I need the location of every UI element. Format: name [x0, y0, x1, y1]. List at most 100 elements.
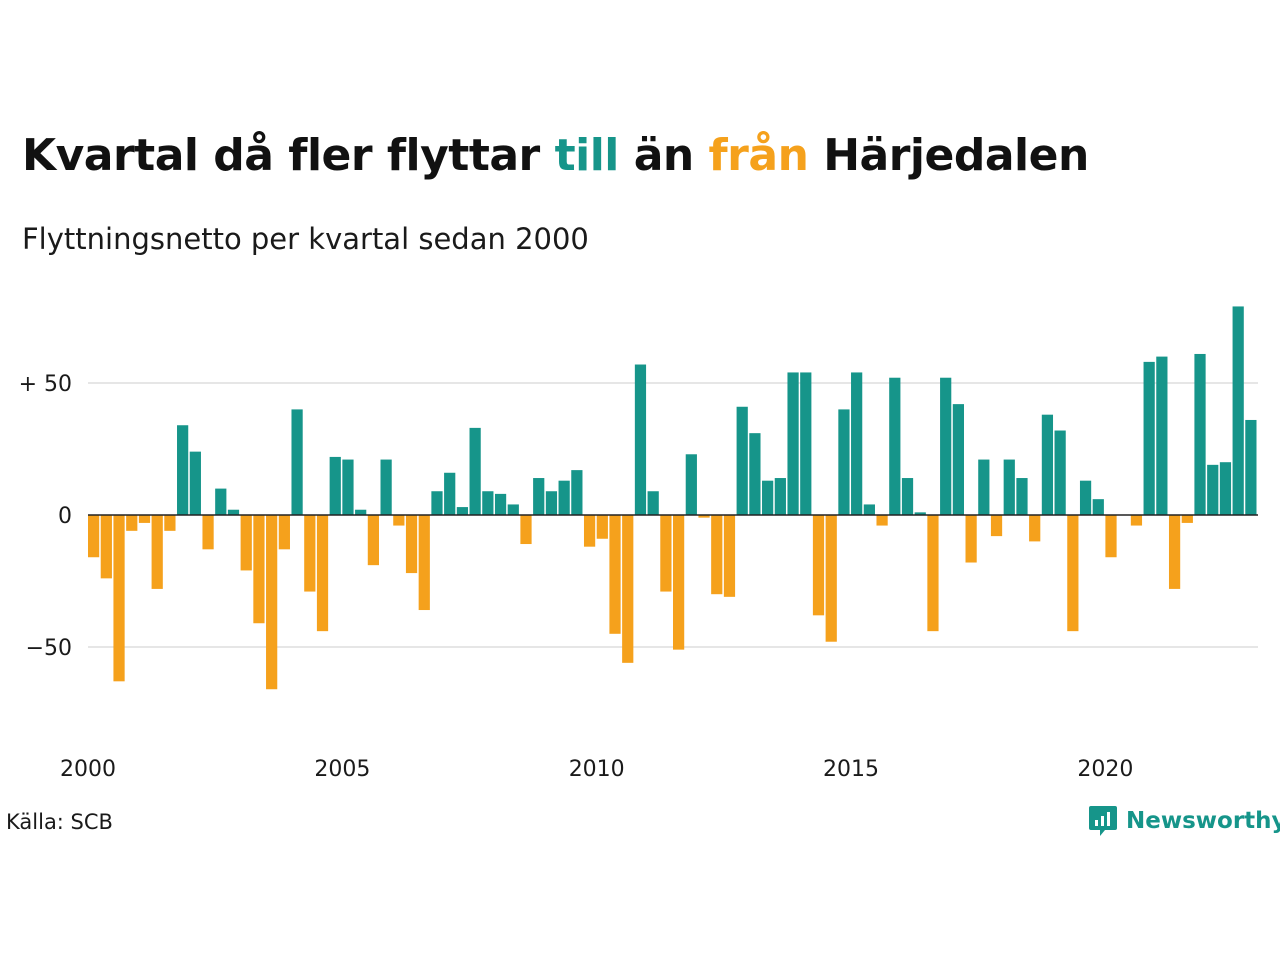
- bar: [1029, 515, 1041, 542]
- bar: [1219, 462, 1232, 515]
- bar: [393, 515, 405, 526]
- bar: [151, 515, 163, 589]
- bar: [660, 515, 672, 592]
- bar: [952, 404, 964, 515]
- bar: [1054, 430, 1066, 515]
- bar: [240, 515, 252, 571]
- bar: [1130, 515, 1143, 526]
- title-highlight-from: från: [708, 130, 809, 181]
- bar: [456, 507, 469, 515]
- bar: [227, 509, 240, 515]
- bar: [266, 515, 278, 690]
- y-tick-label: + 50: [19, 372, 72, 397]
- bar: [1168, 515, 1181, 589]
- bar: [1143, 361, 1155, 515]
- bar: [189, 451, 201, 515]
- bar: [418, 515, 430, 611]
- bar: [927, 515, 939, 632]
- bar: [1181, 515, 1193, 523]
- title-highlight-to: till: [554, 130, 620, 181]
- bar: [507, 504, 519, 515]
- bar: [876, 515, 888, 526]
- bar: [431, 491, 443, 515]
- bar: [762, 480, 774, 515]
- title-part-1: Kvartal då fler flyttar: [22, 130, 540, 181]
- bar: [1041, 414, 1054, 515]
- bar: [800, 372, 812, 515]
- bar: [304, 515, 316, 592]
- bar: [571, 470, 583, 515]
- bar: [1105, 515, 1117, 558]
- x-axis-ticks: 2000 2005 2010 2015 2020: [60, 757, 1133, 782]
- bar: [316, 515, 329, 632]
- bar: [647, 491, 659, 515]
- bar: [749, 433, 761, 515]
- bar: [177, 425, 189, 515]
- bar: [940, 377, 952, 515]
- bar: [711, 515, 723, 595]
- bar: [723, 515, 736, 597]
- x-tick-label: 2010: [569, 757, 625, 782]
- bar: [736, 406, 748, 515]
- y-tick-label: −50: [26, 636, 72, 661]
- bar: [405, 515, 418, 574]
- bar: [634, 364, 647, 515]
- bar: [978, 459, 990, 515]
- x-tick-label: 2000: [60, 757, 116, 782]
- bar: [825, 515, 837, 642]
- bar: [164, 515, 176, 531]
- bar: [558, 480, 570, 515]
- bar: [88, 515, 100, 558]
- bar: [494, 493, 507, 515]
- brand-logo: Newsworthy: [1088, 804, 1280, 838]
- bar: [1207, 464, 1219, 515]
- bar: [622, 515, 634, 663]
- bar: [609, 515, 621, 634]
- bar: [838, 409, 850, 515]
- x-tick-label: 2005: [314, 757, 370, 782]
- bar: [863, 504, 875, 515]
- chart-subtitle: Flyttningsnetto per kvartal sedan 2000: [22, 222, 589, 256]
- source-note: Källa: SCB: [6, 810, 113, 834]
- bar: [1067, 515, 1079, 632]
- bar: [673, 515, 685, 650]
- bar: [138, 515, 151, 523]
- bar: [787, 372, 799, 515]
- bars: [88, 306, 1257, 690]
- bar: [520, 515, 532, 545]
- newsworthy-logo-icon: [1089, 806, 1117, 836]
- bar: [380, 459, 392, 515]
- bar: [113, 515, 125, 682]
- bar: [1194, 353, 1206, 515]
- bar: [253, 515, 265, 624]
- bar: [444, 472, 456, 515]
- y-tick-label: 0: [58, 504, 72, 529]
- bar: [291, 409, 303, 515]
- bar: [812, 515, 825, 616]
- bar: [774, 478, 786, 515]
- bar: [583, 515, 596, 547]
- bar: [1156, 356, 1168, 515]
- bar: [342, 459, 354, 515]
- bar: [965, 515, 977, 563]
- bar: [1092, 499, 1104, 515]
- bar: [1232, 306, 1244, 515]
- bar: [1079, 480, 1092, 515]
- x-tick-label: 2020: [1077, 757, 1133, 782]
- bar: [215, 488, 227, 515]
- bar: [698, 515, 710, 518]
- chart-title: Kvartal då fler flyttar till än från Här…: [22, 130, 1089, 181]
- bar: [1245, 419, 1257, 515]
- bar: [685, 454, 697, 515]
- bar: [1003, 459, 1015, 515]
- bar: [202, 515, 214, 550]
- bar: [889, 377, 901, 515]
- bar: [914, 512, 926, 515]
- bar: [355, 509, 367, 515]
- bar: [990, 515, 1003, 537]
- bar: [126, 515, 138, 531]
- bar: [1016, 478, 1028, 515]
- bar: [545, 491, 558, 515]
- bar: [367, 515, 379, 566]
- y-axis-ticks: + 50 0 −50: [19, 372, 72, 661]
